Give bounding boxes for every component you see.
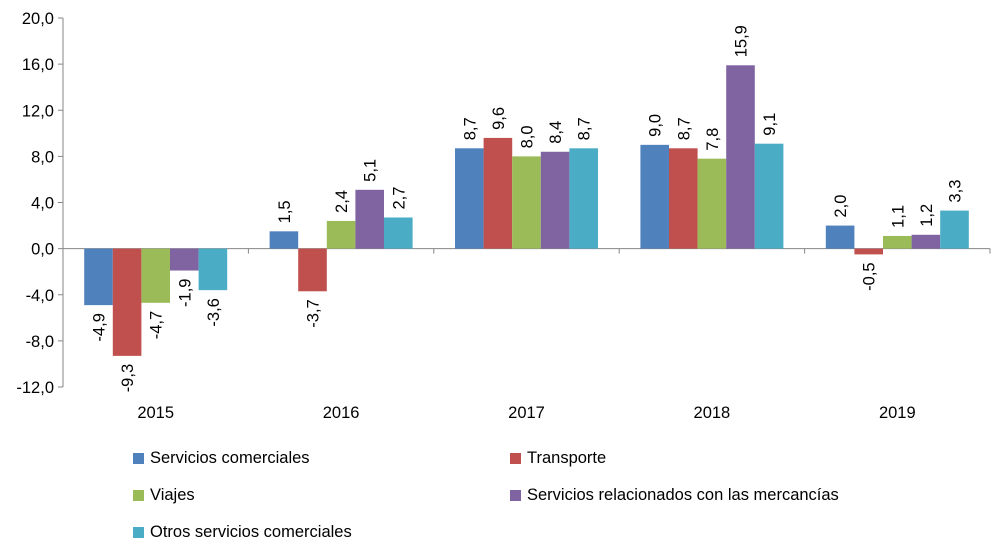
x-tick-label: 2017 [508,404,545,422]
bar-data-label: -9,3 [119,364,137,392]
bar [512,156,541,249]
data-labels: -4,9 1,5 8,7 9,0 2,0 -9,3 -3,7 9,6 8,7 -0,5 -4,7 2,… [91,25,965,392]
bar-data-label: 1,2 [918,204,936,227]
bar [455,148,484,249]
bar-data-label: -0,5 [861,262,879,290]
bar-data-label: 7,8 [704,128,722,151]
bar-data-label: 9,0 [647,114,665,137]
legend-item-otros-servicios-comerciales: Otros servicios comerciales [133,523,352,542]
bar [112,248,142,356]
bar-data-label: 2,7 [390,187,408,210]
y-tick-label: 4,0 [31,195,54,213]
x-tick-label: 2018 [694,404,731,422]
legend-item-servicios-relacionados: Servicios relacionados con las mercancía… [510,486,839,505]
x-tick-label: 2015 [137,404,174,422]
bar-data-label: 2,4 [333,190,351,213]
bar [754,143,784,249]
x-tick-label: 2016 [323,404,360,422]
bar-data-label: 3,3 [947,180,965,203]
bar [170,248,199,271]
bar [269,231,299,249]
y-tick-label: 16,0 [22,56,54,74]
bar [911,234,941,249]
legend-item-viajes: Viajes [133,486,195,505]
legend-swatch [133,527,144,538]
bar [569,148,598,249]
y-tick-label: 8,0 [31,148,54,166]
legend-swatch [510,453,521,464]
legend-label: Viajes [150,486,195,504]
bar [141,248,170,303]
legend-item-servicios-comerciales: Servicios comerciales [133,449,310,468]
bar-data-label: 8,0 [519,125,537,148]
legend-item-transporte: Transporte [510,449,606,468]
bar-data-label: 8,7 [576,117,594,140]
bar [940,210,969,249]
x-tick-label: 2019 [879,404,916,422]
bar [84,248,113,306]
legend-label: Otros servicios comerciales [150,523,352,541]
bar-data-label: -4,7 [148,311,166,339]
bar [669,148,698,249]
bar [883,235,912,249]
bar [726,65,755,249]
bar-data-label: 9,6 [490,107,508,130]
y-tick-label: 20,0 [22,10,54,28]
bar-data-label: 8,4 [547,121,565,144]
bar-data-label: -3,7 [305,299,323,327]
bar-data-label: 5,1 [362,159,380,182]
y-tick-label: -4,0 [26,287,54,305]
y-tick-label: -8,0 [26,333,54,351]
bar-data-label: -3,6 [205,298,223,326]
bar-data-label: 8,7 [461,117,479,140]
legend-label: Servicios relacionados con las mercancía… [527,486,839,504]
bar-data-label: -1,9 [176,279,194,307]
bar-data-label: 8,7 [675,117,693,140]
bar-data-label: 9,1 [761,113,779,136]
bars [84,65,969,356]
legend-swatch [133,453,144,464]
y-axis: -12,0 -8,0 -4,0 0,0 4,0 8,0 12,0 16,0 20,0 [16,10,64,397]
bar [198,248,228,291]
legend-swatch [510,490,521,501]
bar [540,151,570,249]
bar [384,217,413,249]
bar [326,220,356,249]
bar [825,225,855,249]
bar [483,137,513,249]
bar-data-label: 1,5 [276,200,294,223]
bar-data-label: -4,9 [91,313,109,341]
bar [697,158,727,249]
y-tick-label: -12,0 [16,379,54,397]
bar-data-label: 1,1 [889,205,907,228]
bar [355,189,384,249]
bar-data-label: 15,9 [733,25,751,57]
bar [640,144,669,249]
bar [854,248,883,255]
y-tick-label: 12,0 [22,102,54,120]
legend-label: Transporte [527,449,607,467]
bar-data-label: 2,0 [832,195,850,218]
bar [298,248,327,292]
legend-label: Servicios comerciales [150,449,310,467]
y-tick-label: 0,0 [31,241,54,259]
legend-swatch [133,490,144,501]
